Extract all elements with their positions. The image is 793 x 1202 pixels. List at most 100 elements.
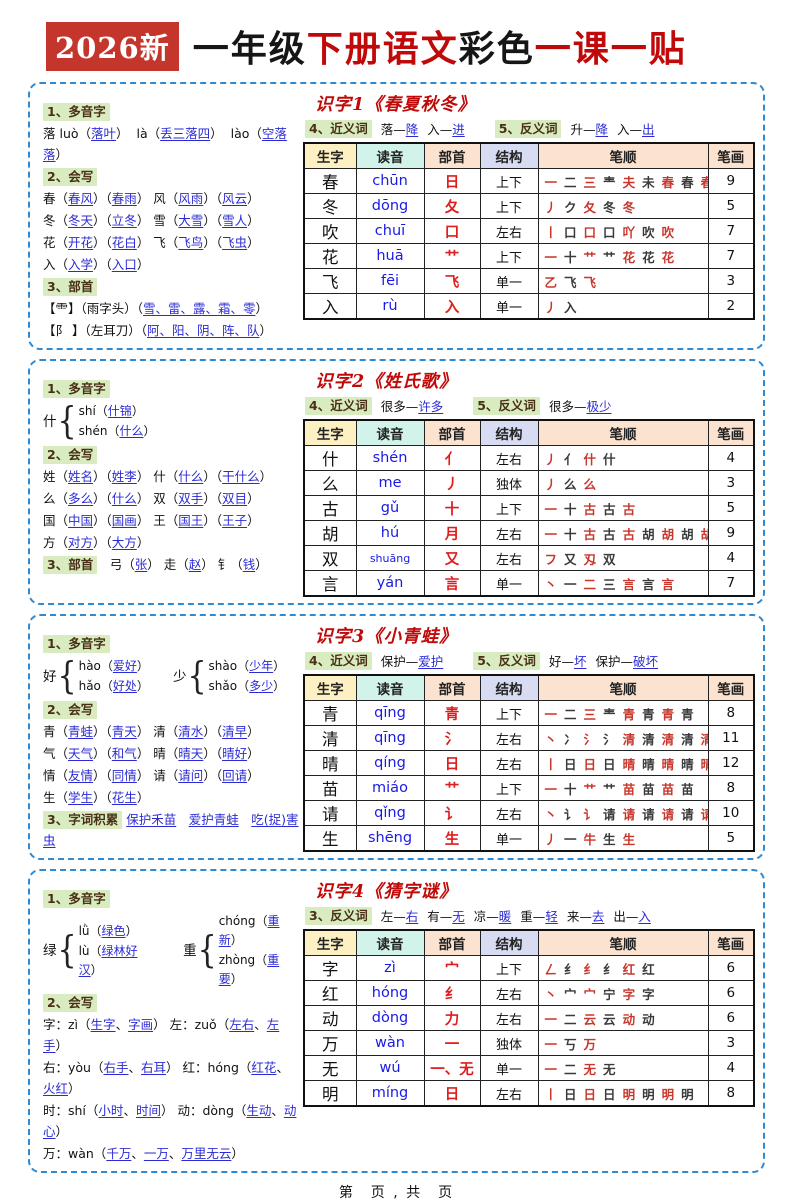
linked-word: 阿、阳、阴、阵、队	[146, 323, 260, 338]
radical-cell: 日	[423, 750, 481, 776]
text-run: ）（	[93, 191, 112, 206]
word-line: 方（对方）（大方）	[43, 532, 301, 553]
vocab-group: 5、反义词 好—坏 保护—破坏	[473, 651, 658, 670]
stroke-step: 花	[622, 249, 636, 265]
structure-cell: 单一	[479, 293, 539, 320]
brace-glyph: {	[187, 654, 207, 699]
pronunciation-line: hǎo（好处）	[79, 677, 149, 696]
stroke-count-cell: 4	[707, 545, 755, 571]
pronunciation-line: zhòng（重要）	[219, 951, 301, 989]
char-cell: 花	[303, 243, 357, 269]
stroke-step: フ	[544, 551, 558, 567]
strokes-cell: 丨日日日晴晴晴晴晴晴晴晴	[537, 750, 709, 776]
stroke-count-cell: 12	[707, 750, 755, 776]
text-run: 姓（	[43, 469, 69, 484]
structure-cell: 上下	[479, 495, 539, 521]
stroke-step: 春	[681, 174, 694, 190]
word-line: 春（春风）（春雨） 风（风雨）（风云）	[43, 188, 301, 209]
vocab-label: 4、近义词	[305, 119, 372, 138]
text-run: ）（	[93, 257, 112, 272]
stroke-step: 丨	[544, 1086, 558, 1102]
text-run: 右：yòu（	[43, 1060, 104, 1075]
pinyin-cell: miáo	[355, 775, 425, 801]
stroke-step: 丿	[544, 476, 558, 492]
vocab-pair: 入—出	[617, 119, 655, 138]
stroke-step: 三	[583, 706, 597, 722]
title-part: 下册语文	[306, 28, 459, 70]
text-run: ）（	[93, 213, 112, 228]
radical-cell: 艹	[423, 775, 481, 801]
stroke-step: 宀	[583, 986, 597, 1002]
stroke-step: 生	[622, 831, 636, 847]
table-row: 明 míng 日左右丨日日日明明明明 8	[303, 1080, 755, 1107]
table-header-cell: 笔画	[707, 674, 755, 701]
radical-cell: 宀	[423, 955, 481, 981]
pinyin-cell: huā	[355, 243, 425, 269]
stroke-count-cell: 7	[707, 243, 755, 269]
stroke-step: 丶	[544, 806, 558, 822]
stroke-step: 讠	[564, 806, 577, 822]
section-inner: 1、多音字落 luò（落叶） là（丢三落四） lào（空落落） 2、会写 春（春风…	[38, 86, 755, 342]
text-run: ） lào（	[210, 126, 262, 141]
vocab-word: 保护—	[595, 654, 633, 669]
text-run: ） là（	[116, 126, 161, 141]
brace-group: 好{hào（爱好） hǎo（好处）	[43, 657, 149, 697]
vocab-label: 3、反义词	[305, 906, 372, 925]
stroke-step: 动	[622, 1011, 636, 1027]
pronunciation-line: shào（少年）	[209, 657, 286, 676]
strokes-cell: 丶一二三言言言	[537, 570, 709, 597]
pronunciation-line: shí（什锦）	[79, 402, 156, 421]
text-run: ）（	[203, 191, 223, 206]
text-run: 、	[128, 1060, 141, 1075]
char-cell: 什	[303, 445, 357, 471]
char-cell: 生	[303, 825, 357, 852]
vocab-pair: 升—降	[570, 119, 608, 138]
structure-cell: 单一	[479, 570, 539, 597]
char-table: 生字读音部首结构笔顺笔画春chūn日上下一二三龶夫未春春春9冬dōng夂上下丿ク…	[303, 142, 755, 320]
linked-word: 什么	[119, 424, 144, 438]
vocab-word: 凉—	[473, 909, 499, 924]
strokes-cell: 一十艹艹花花花	[537, 243, 709, 269]
stroke-step: 一	[544, 526, 558, 542]
stroke-step: 二	[564, 1061, 577, 1077]
char-cell: 吹	[303, 218, 357, 244]
char-cell: 双	[303, 545, 357, 571]
text-run: ）	[255, 557, 268, 572]
radical-cell: 艹	[423, 243, 481, 269]
radical-cell: 氵	[423, 725, 481, 751]
text-run: ）	[255, 301, 269, 316]
linked-word: 天气	[68, 746, 94, 761]
text-run: ） 飞（	[136, 235, 179, 250]
stroke-step: 未	[642, 174, 655, 190]
structure-cell: 左右	[479, 218, 539, 244]
strokes-cell: 一二三龶夫未春春春	[537, 168, 709, 194]
stroke-step: 什	[583, 451, 597, 467]
vocab-pair: 保护—破坏	[595, 651, 658, 670]
radical-cell: 一	[423, 1030, 481, 1056]
stroke-step: 一	[544, 706, 558, 722]
text-run: ）	[247, 213, 260, 228]
char-cell: 请	[303, 800, 357, 826]
word-line: 【阝 】（左耳刀）（阿、阳、阴、阵、队）	[43, 320, 301, 341]
stroke-step: 吹	[642, 224, 655, 240]
label-chip: 3、字词积累	[43, 811, 123, 829]
stroke-step: 晴	[622, 756, 636, 772]
page-footer: 第 页 , 共 页	[338, 1185, 455, 1201]
stroke-step: 艹	[583, 249, 597, 265]
stroke-step: 古	[622, 526, 636, 542]
linked-word: 赵	[188, 557, 202, 572]
linked-word: 时间	[135, 1103, 161, 1118]
strokes-cell: 丿一牛生生	[537, 825, 709, 852]
radical-cell: 力	[423, 1005, 481, 1031]
text-run: ）	[230, 972, 243, 986]
vocab-word-linked: 坏	[573, 654, 587, 669]
stroke-step: 丨	[544, 756, 558, 772]
text-run: ）（	[203, 513, 223, 528]
word-line: 2、会写	[43, 166, 301, 187]
table-header-cell: 读音	[355, 142, 425, 169]
stroke-step: 飞	[583, 274, 597, 290]
linked-word: 国画	[111, 513, 137, 528]
strokes-cell: 丶冫氵氵清清清清清清清	[537, 725, 709, 751]
stroke-step: 明	[622, 1086, 636, 1102]
table-row: 花 huā 艹上下一十艹艹花花花 7	[303, 243, 755, 269]
